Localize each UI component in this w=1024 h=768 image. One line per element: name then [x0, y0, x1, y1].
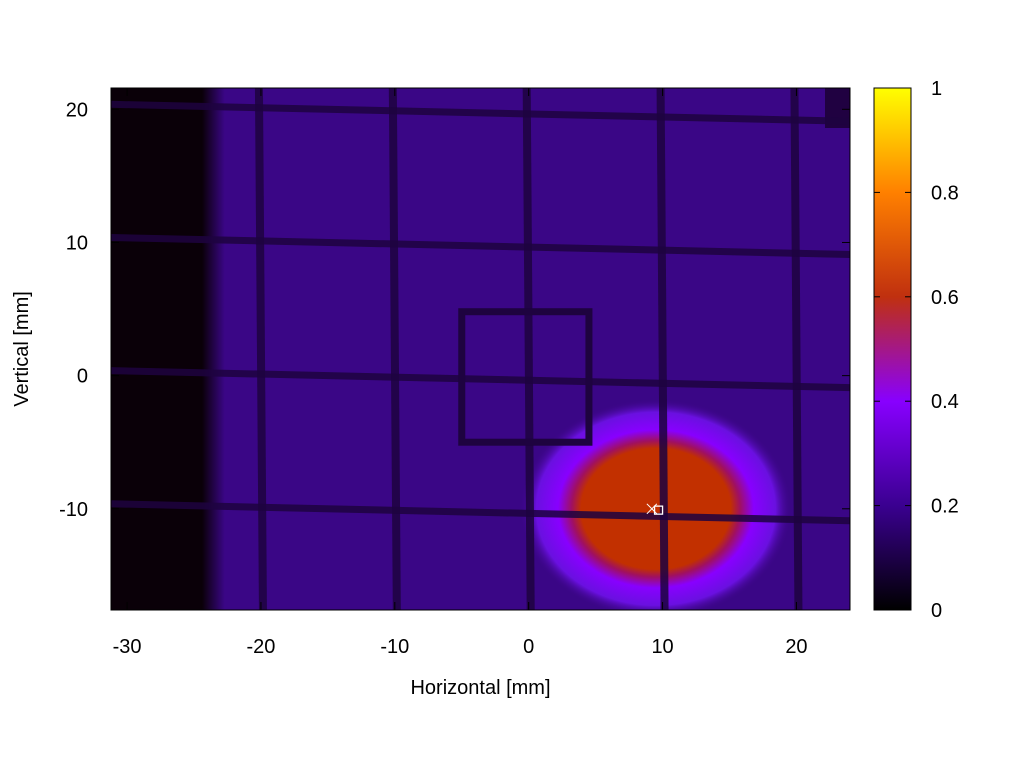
plot-frame: [110, 87, 851, 611]
colorbar-tick-label: 0.2: [931, 496, 959, 518]
colorbar-tick-label: 0.6: [931, 287, 959, 309]
dark-left-region: [111, 88, 225, 610]
y-axis-title: Vertical [mm]: [11, 291, 33, 407]
grid-shadow-vertical-3: [656, 88, 669, 610]
y-tick-label: 0: [77, 366, 88, 388]
y-tick-label: 20: [66, 99, 88, 121]
x-tick-label: -30: [113, 636, 142, 658]
grid-shadow-horizontal-2: [111, 367, 850, 392]
x-tick-label: 0: [523, 636, 534, 658]
square-marker: [653, 505, 664, 515]
grid-shadow-horizontal-3: [111, 500, 850, 525]
grid-shadow-vertical-2: [522, 88, 535, 610]
colorbar-axis: 0 0.2 0.4 0.6 0.8 1: [874, 78, 959, 622]
heatmap-plot-area: [111, 88, 850, 610]
colorbar-tick-label: 0.8: [931, 182, 959, 204]
y-tick-label: 10: [66, 232, 88, 254]
grid-shadow-vertical-1: [388, 88, 401, 610]
colorbar-tick-label: 0.4: [931, 391, 959, 413]
x-axis: -30 -20 -10 0 10 20: [113, 88, 808, 658]
colorbar-tick-label: 0: [931, 600, 942, 622]
x-axis-title: Horizontal [mm]: [410, 677, 550, 699]
y-axis: -10 0 10 20: [59, 99, 850, 521]
marker-layer: [646, 503, 664, 515]
x-tick-label: 20: [785, 636, 807, 658]
beam-spot: [520, 398, 792, 610]
grid-shadow-vertical-4: [790, 88, 803, 610]
grid-shadow-vertical-0: [254, 88, 267, 610]
x-tick-label: 10: [651, 636, 673, 658]
x-tick-label: -20: [246, 636, 275, 658]
x-tick-label: -10: [380, 636, 409, 658]
colorbar: [873, 87, 912, 611]
grid-shadow-horizontal-0: [111, 100, 850, 125]
colorbar-tick-label: 1: [931, 78, 942, 100]
center-square-shadow: [458, 308, 593, 446]
y-tick-label: -10: [59, 499, 88, 521]
grid-shadow-horizontal-1: [111, 233, 850, 258]
